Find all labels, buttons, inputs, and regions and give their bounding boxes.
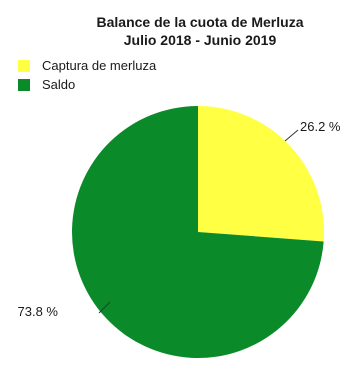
legend-label-saldo: Saldo [42, 77, 76, 92]
chart-title: Balance de la cuota de Merluza [96, 14, 304, 30]
pie-labels: 26.2 % 73.8 % [18, 119, 341, 319]
pie-slices [72, 106, 324, 358]
legend-item-captura: Captura de merluza [18, 56, 156, 75]
legend-swatch-captura [18, 59, 30, 72]
chart-subtitle: Julio 2018 - Junio 2019 [123, 32, 277, 48]
pie-slice-saldo [72, 106, 324, 358]
pie-slice-captura [198, 106, 324, 242]
leader-line-saldo [98, 301, 111, 314]
legend-swatch-saldo [18, 78, 30, 91]
legend-item-saldo: Saldo [18, 75, 156, 94]
chart-legend: Captura de merluza Saldo [18, 56, 156, 94]
data-label-captura: 26.2 % [300, 119, 341, 134]
data-label-saldo: 73.8 % [18, 304, 59, 319]
leader-line-captura [284, 129, 299, 142]
legend-label-captura: Captura de merluza [42, 58, 157, 73]
